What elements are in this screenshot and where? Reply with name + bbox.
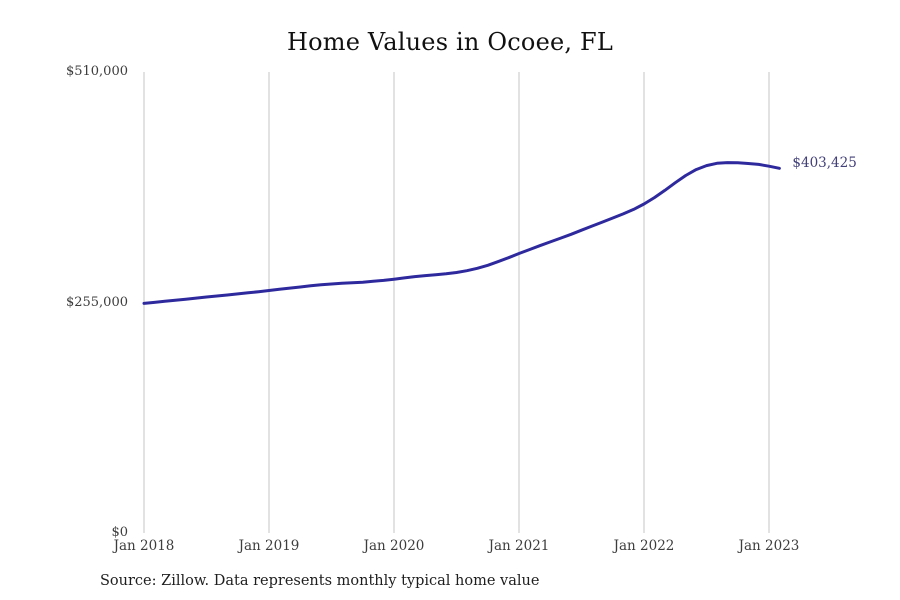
y-tick-label: $255,000 — [65, 294, 128, 310]
y-tick-label: $510,000 — [65, 64, 128, 79]
chart-title: Home Values in Ocoee, FL — [286, 28, 614, 56]
end-value-label: $403,425 — [792, 155, 857, 172]
x-tick-label: Jan 2018 — [113, 538, 175, 554]
source-note: Source: Zillow. Data represents monthly … — [100, 573, 540, 589]
home-value-line-series — [142, 161, 781, 305]
vertical-gridlines — [143, 72, 770, 533]
y-tick-label: $0 — [111, 525, 128, 540]
x-tick-label: Jan 2021 — [488, 538, 550, 554]
x-tick-label: Jan 2020 — [363, 538, 425, 554]
x-tick-label: Jan 2019 — [238, 538, 300, 554]
x-tick-label: Jan 2023 — [738, 538, 800, 554]
x-tick-label: Jan 2022 — [613, 538, 675, 554]
